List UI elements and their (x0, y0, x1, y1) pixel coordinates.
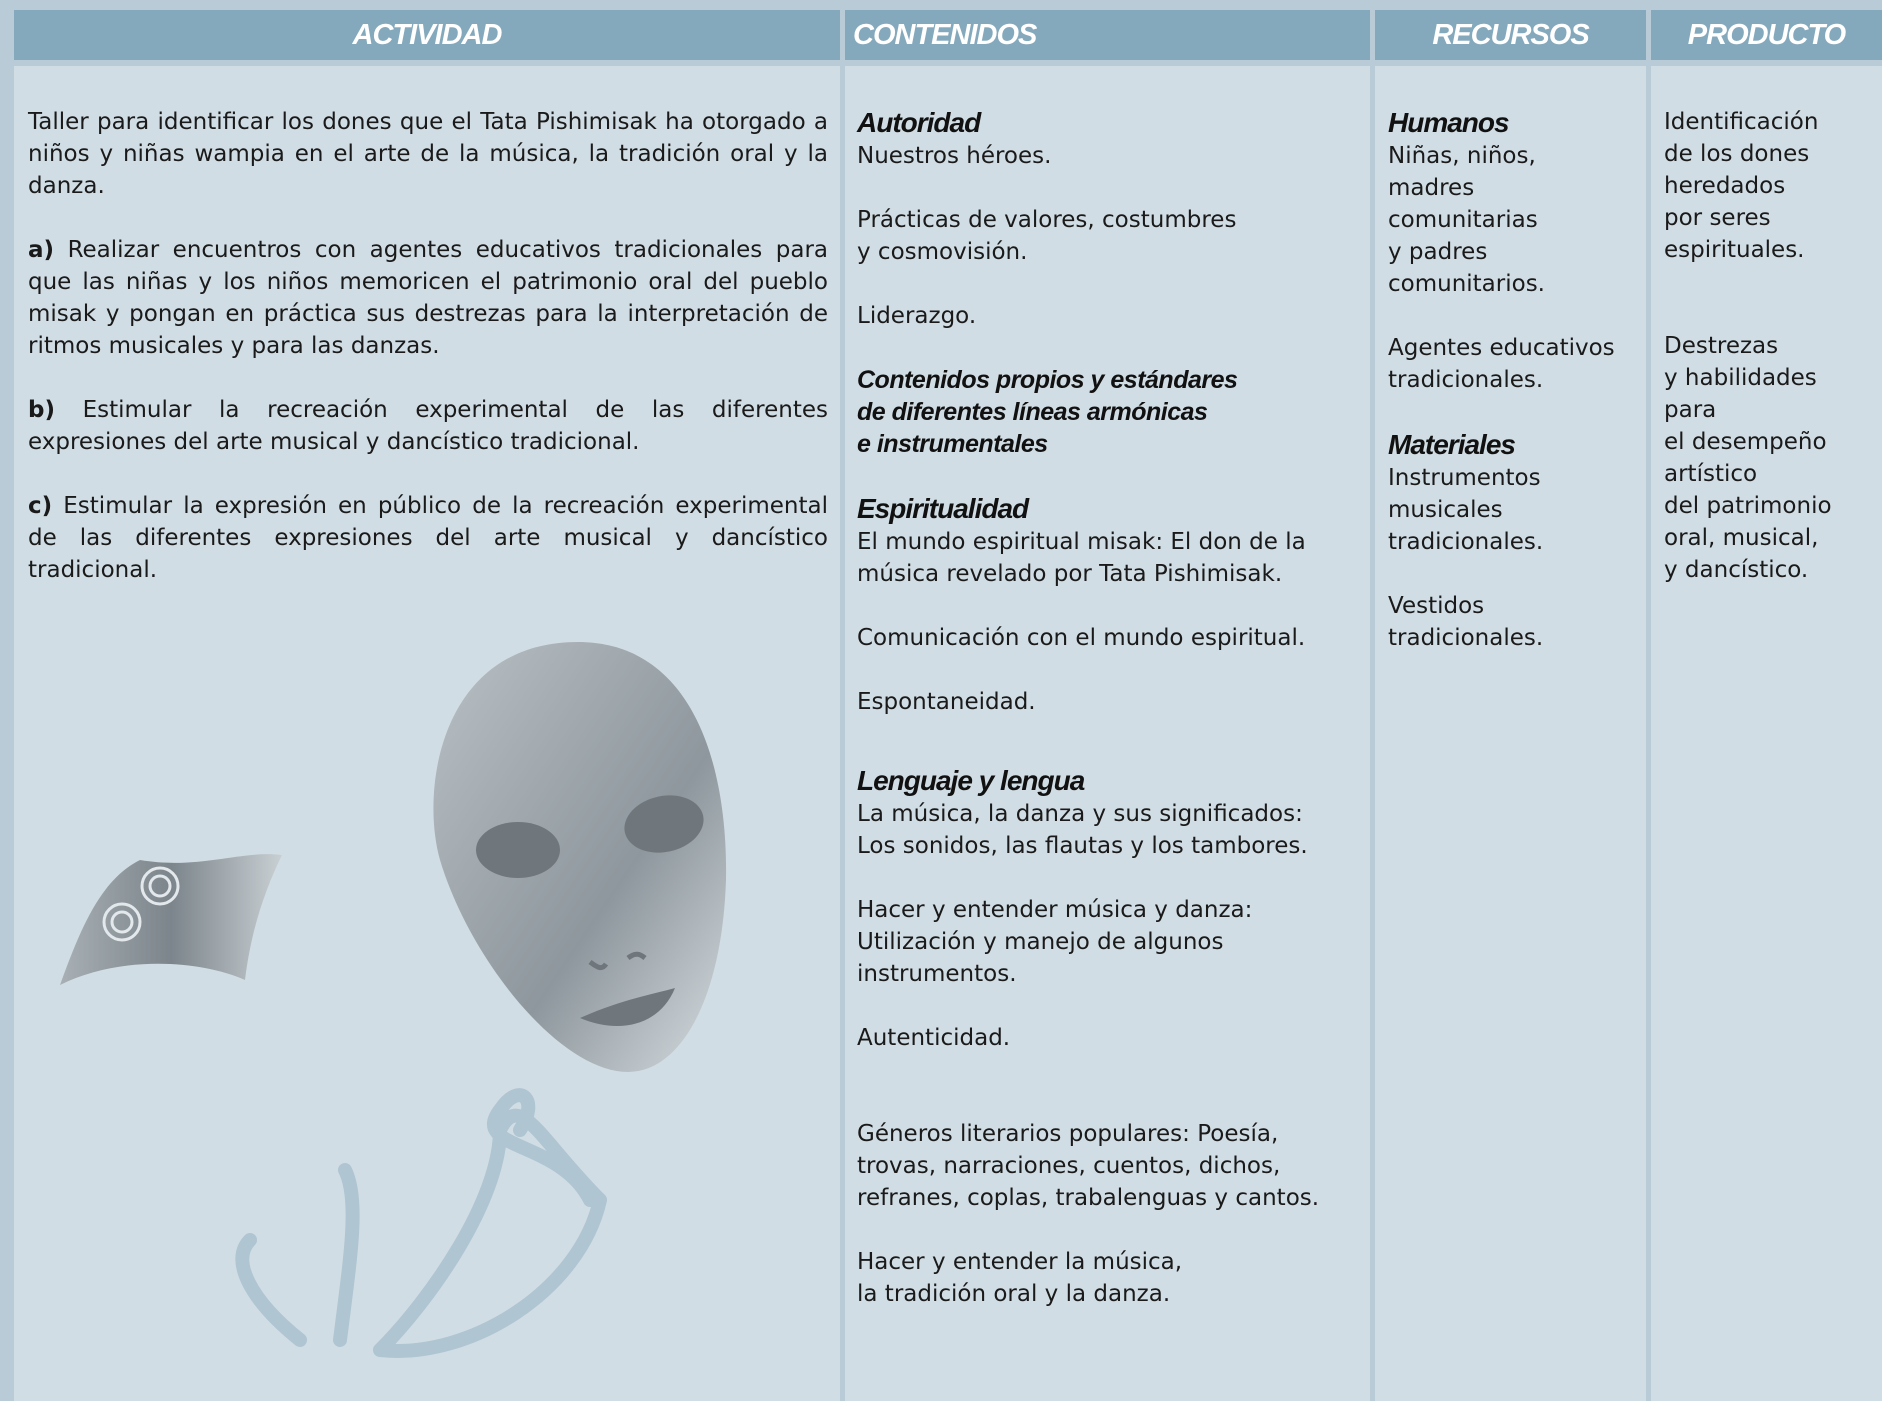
item: a) Realizar encuentros con agentes educa… (28, 234, 828, 362)
item-text: Estimular la recreación experimental de … (28, 397, 829, 455)
section-heading: Lenguaje y lengua (857, 765, 1085, 796)
paragraph: Destrezas y habilidades para el desempeñ… (1664, 333, 1832, 583)
item-label: a) (28, 237, 55, 263)
item-text: Realizar encuentros con agentes educativ… (28, 237, 829, 359)
paragraph: Instrumentos musicales tradicionales. (1388, 465, 1544, 555)
section-heading: Humanos (1388, 107, 1510, 138)
paragraph: Géneros literarios populares: Poesía, tr… (857, 1121, 1320, 1211)
paragraph: Autenticidad. (857, 1025, 1011, 1051)
recursos-cell: Humanos Niñas, niños, madres comunitaria… (1375, 66, 1646, 1401)
paragraph: Espontaneidad. (857, 689, 1036, 715)
item: b) Estimular la recreación experimental … (28, 394, 828, 458)
contenidos-cell: Autoridad Nuestros héroes. Prácticas de … (845, 66, 1370, 1401)
column-header: ACTIVIDAD (14, 10, 840, 60)
section-heading: Espiritualidad (857, 493, 1029, 524)
paragraph: El mundo espiritual misak: El don de la … (857, 529, 1306, 587)
paragraph: Niñas, niños, madres comunitarias y padr… (1388, 143, 1545, 297)
item-label: b) (28, 397, 55, 423)
paragraph: La música, la danza y sus significados: … (857, 801, 1308, 859)
paragraph: Hacer y entender música y danza: Utiliza… (857, 897, 1253, 987)
paragraph: Comunicación con el mundo espiritual. (857, 625, 1306, 651)
paragraph: Prácticas de valores, costumbres y cosmo… (857, 207, 1237, 265)
paragraph: Taller para identificar los dones que el… (28, 109, 828, 199)
paragraph: Hacer y entender la música, la tradición… (857, 1249, 1183, 1307)
actividad-cell: Taller para identificar los dones que el… (14, 66, 840, 1401)
paragraph: Nuestros héroes. (857, 143, 1052, 169)
note: Contenidos propios y estándares de difer… (857, 366, 1238, 458)
column-header: RECURSOS (1375, 10, 1646, 60)
column-header: CONTENIDOS (845, 10, 1370, 60)
paragraph: Liderazgo. (857, 303, 977, 329)
paragraph: Vestidos tradicionales. (1388, 593, 1544, 651)
section-heading: Autoridad (857, 107, 981, 138)
paragraph: Identificación de los dones heredados po… (1664, 109, 1819, 263)
paragraph: Agentes educativos tradicionales. (1388, 335, 1615, 393)
column-header: PRODUCTO (1651, 10, 1882, 60)
item: c) Estimular la expresión en público de … (28, 490, 828, 586)
section-heading: Materiales (1388, 429, 1516, 460)
item-text: Estimular la expresión en público de la … (28, 493, 828, 583)
producto-cell: Identificación de los dones heredados po… (1651, 66, 1882, 1401)
item-label: c) (28, 493, 53, 519)
